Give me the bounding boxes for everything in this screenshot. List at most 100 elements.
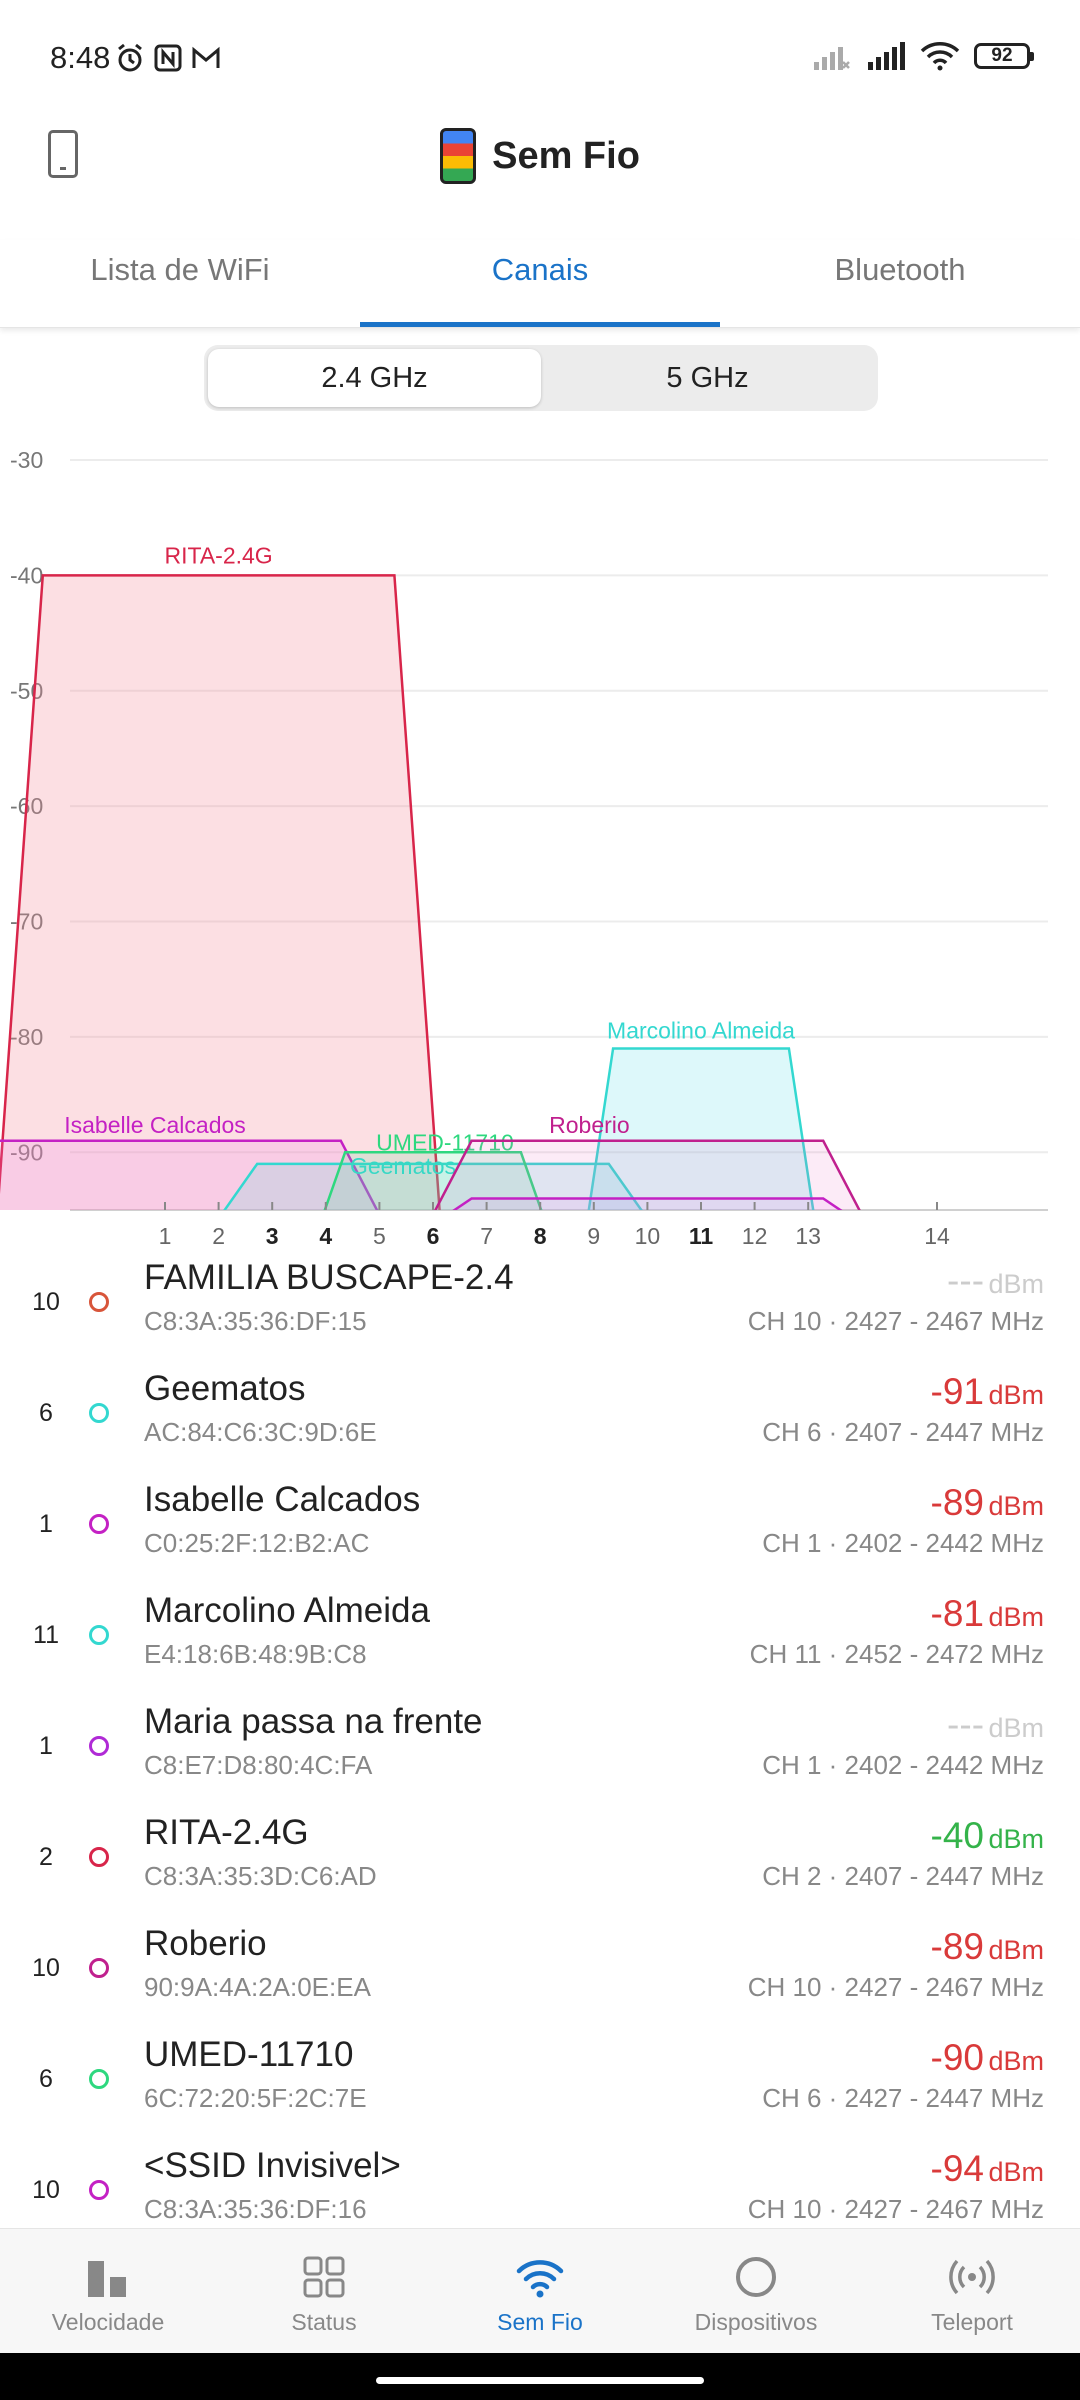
network-ssid: FAMILIA BUSCAPE-2.4 bbox=[144, 1258, 514, 1297]
network-row[interactable]: 10 Roberio 90:9A:4A:2A:0E:EA -89 dBm CH 10 ·… bbox=[0, 1924, 1080, 2035]
network-row[interactable]: 2 RITA-2.4G C8:3A:35:3D:C6:AD -40 dBm CH 2 ·… bbox=[0, 1813, 1080, 1924]
network-row[interactable]: 10 <SSID Invisivel> C8:3A:35:36:DF:16 -94 d… bbox=[0, 2146, 1080, 2220]
series-label: RITA-2.4G bbox=[164, 542, 272, 568]
nav-teleport-label: Teleport bbox=[931, 2309, 1013, 2335]
nav-teleport[interactable]: Teleport bbox=[864, 2229, 1080, 2353]
y-tick-label: -40 bbox=[10, 562, 43, 588]
network-color-dot bbox=[89, 1625, 109, 1645]
network-channel-info: CH 11 · 2452 - 2472 MHz bbox=[749, 1639, 1044, 1669]
network-channel: 6 bbox=[39, 2065, 53, 2093]
network-channel-info: CH 1 · 2402 - 2442 MHz bbox=[762, 1528, 1044, 1558]
band-2-4ghz-button[interactable]: 2.4 GHz bbox=[208, 349, 541, 407]
x-tick-label: 1 bbox=[159, 1223, 172, 1249]
nfc-icon bbox=[154, 44, 182, 72]
nav-speed[interactable]: Velocidade bbox=[0, 2229, 216, 2353]
alarm-icon bbox=[118, 43, 142, 72]
app-header: Sem Fio bbox=[0, 120, 1080, 270]
network-row[interactable]: 6 Geematos AC:84:C6:3C:9D:6E -91 dBm CH 6 · … bbox=[0, 1369, 1080, 1480]
series-label: Geematos bbox=[350, 1153, 456, 1179]
network-channel-info: CH 10 · 2427 - 2467 MHz bbox=[747, 1306, 1044, 1336]
network-signal: -90 dBm bbox=[931, 2037, 1044, 2079]
x-tick-label: 6 bbox=[427, 1223, 440, 1249]
network-mac: C8:E7:D8:80:4C:FA bbox=[144, 1750, 373, 1780]
series-band bbox=[323, 1151, 543, 1210]
network-mac: AC:84:C6:3C:9D:6E bbox=[144, 1417, 377, 1447]
tab-bar: Lista de WiFi Canais Bluetooth bbox=[0, 240, 1080, 328]
network-dbm-value: -94 bbox=[930, 2148, 985, 2189]
wifi-icon bbox=[920, 42, 960, 71]
network-row[interactable]: 11 Marcolino Almeida E4:18:6B:48:9B:C8 -81 … bbox=[0, 1591, 1080, 1702]
network-channel: 6 bbox=[39, 1399, 53, 1427]
network-dbm-unit: dBm bbox=[988, 1380, 1044, 1410]
phone-outline-icon[interactable] bbox=[48, 130, 78, 178]
x-tick-label: 12 bbox=[742, 1223, 768, 1249]
network-mac: E4:18:6B:48:9B:C8 bbox=[144, 1639, 367, 1669]
network-row[interactable]: 1 Maria passa na frente C8:E7:D8:80:4C:FA -… bbox=[0, 1702, 1080, 1813]
network-dbm-value: -40 bbox=[930, 1815, 985, 1856]
network-dbm-value: -89 bbox=[930, 1482, 985, 1523]
x-tick-label: 4 bbox=[319, 1223, 332, 1249]
band-5ghz-button[interactable]: 5 GHz bbox=[666, 361, 749, 394]
network-dbm-value: -91 bbox=[930, 1371, 985, 1412]
y-tick-label: -70 bbox=[10, 909, 43, 935]
network-channel-info: CH 10 · 2427 - 2467 MHz bbox=[747, 2194, 1044, 2220]
network-dbm-unit: dBm bbox=[988, 1935, 1044, 1965]
network-channel: 1 bbox=[39, 1732, 53, 1760]
network-mac: 90:9A:4A:2A:0E:EA bbox=[144, 1972, 371, 2002]
network-signal: -81 dBm bbox=[931, 1593, 1044, 1635]
status-time: 8:48 bbox=[50, 40, 111, 75]
gmail-icon bbox=[192, 46, 220, 68]
status-bar: 8:48 92 bbox=[0, 0, 1080, 120]
tab-wifi-list[interactable]: Lista de WiFi bbox=[90, 252, 270, 287]
bottom-nav: Velocidade Status Sem Fio Dispositivos T… bbox=[0, 2228, 1080, 2353]
x-tick-label: 9 bbox=[587, 1223, 600, 1249]
network-dbm-value: --- bbox=[947, 1704, 985, 1745]
network-ssid: Roberio bbox=[144, 1924, 267, 1963]
network-channel: 10 bbox=[32, 2176, 60, 2204]
series-band bbox=[0, 574, 441, 1210]
network-channel: 2 bbox=[39, 1843, 53, 1871]
wifi-icon bbox=[516, 2260, 564, 2298]
network-signal: --- dBm bbox=[947, 1704, 1044, 1746]
circle-icon bbox=[736, 2257, 776, 2297]
network-ssid: Maria passa na frente bbox=[144, 1702, 483, 1741]
teleport-icon bbox=[949, 2259, 995, 2295]
x-tick-label: 7 bbox=[480, 1223, 493, 1249]
battery-icon: 92 bbox=[974, 43, 1034, 69]
series-band bbox=[434, 1139, 861, 1210]
series-label: Isabelle Calcados bbox=[64, 1112, 246, 1138]
network-dbm-value: -81 bbox=[930, 1593, 985, 1634]
network-dbm-value: --- bbox=[947, 1260, 985, 1301]
tab-channels[interactable]: Canais bbox=[360, 240, 720, 327]
x-tick-label: 3 bbox=[266, 1223, 279, 1249]
nav-wireless[interactable]: Sem Fio bbox=[432, 2229, 648, 2353]
series-band bbox=[587, 1047, 815, 1210]
network-signal: -40 dBm bbox=[931, 1815, 1044, 1857]
network-signal: -94 dBm bbox=[931, 2148, 1044, 2190]
home-indicator[interactable] bbox=[376, 2377, 704, 2384]
nav-devices[interactable]: Dispositivos bbox=[648, 2229, 864, 2353]
network-color-dot bbox=[89, 1292, 109, 1312]
network-mac: C8:3A:35:36:DF:16 bbox=[144, 2194, 367, 2220]
x-tick-label: 11 bbox=[689, 1223, 714, 1249]
system-nav-bar bbox=[0, 2353, 1080, 2400]
network-signal: -89 dBm bbox=[931, 1926, 1044, 1968]
tab-bluetooth[interactable]: Bluetooth bbox=[834, 252, 966, 287]
network-dbm-unit: dBm bbox=[988, 1491, 1044, 1521]
network-dbm-unit: dBm bbox=[988, 2157, 1044, 2187]
y-tick-label: -30 bbox=[10, 447, 43, 473]
network-row[interactable]: 1 Isabelle Calcados C0:25:2F:12:B2:AC -89 d… bbox=[0, 1480, 1080, 1591]
y-tick-label: -80 bbox=[10, 1024, 43, 1050]
network-signal: -91 dBm bbox=[931, 1371, 1044, 1413]
nav-status[interactable]: Status bbox=[216, 2229, 432, 2353]
channel-chart: -30-40-50-60-70-80-90RITA-2.4GMarcolino … bbox=[0, 447, 1048, 1249]
network-dbm-value: -90 bbox=[930, 2037, 985, 2078]
y-tick-label: -50 bbox=[10, 678, 43, 704]
signal-off-icon bbox=[814, 47, 850, 70]
title-group: Sem Fio bbox=[0, 128, 1080, 184]
network-ssid: <SSID Invisivel> bbox=[144, 2146, 401, 2185]
network-ssid: Geematos bbox=[144, 1369, 306, 1408]
x-tick-label: 2 bbox=[212, 1223, 225, 1249]
network-row[interactable]: 10 FAMILIA BUSCAPE-2.4 C8:3A:35:36:DF:15 --… bbox=[0, 1258, 1080, 1369]
network-row[interactable]: 6 UMED-11710 6C:72:20:5F:2C:7E -90 dBm CH 6 … bbox=[0, 2035, 1080, 2146]
